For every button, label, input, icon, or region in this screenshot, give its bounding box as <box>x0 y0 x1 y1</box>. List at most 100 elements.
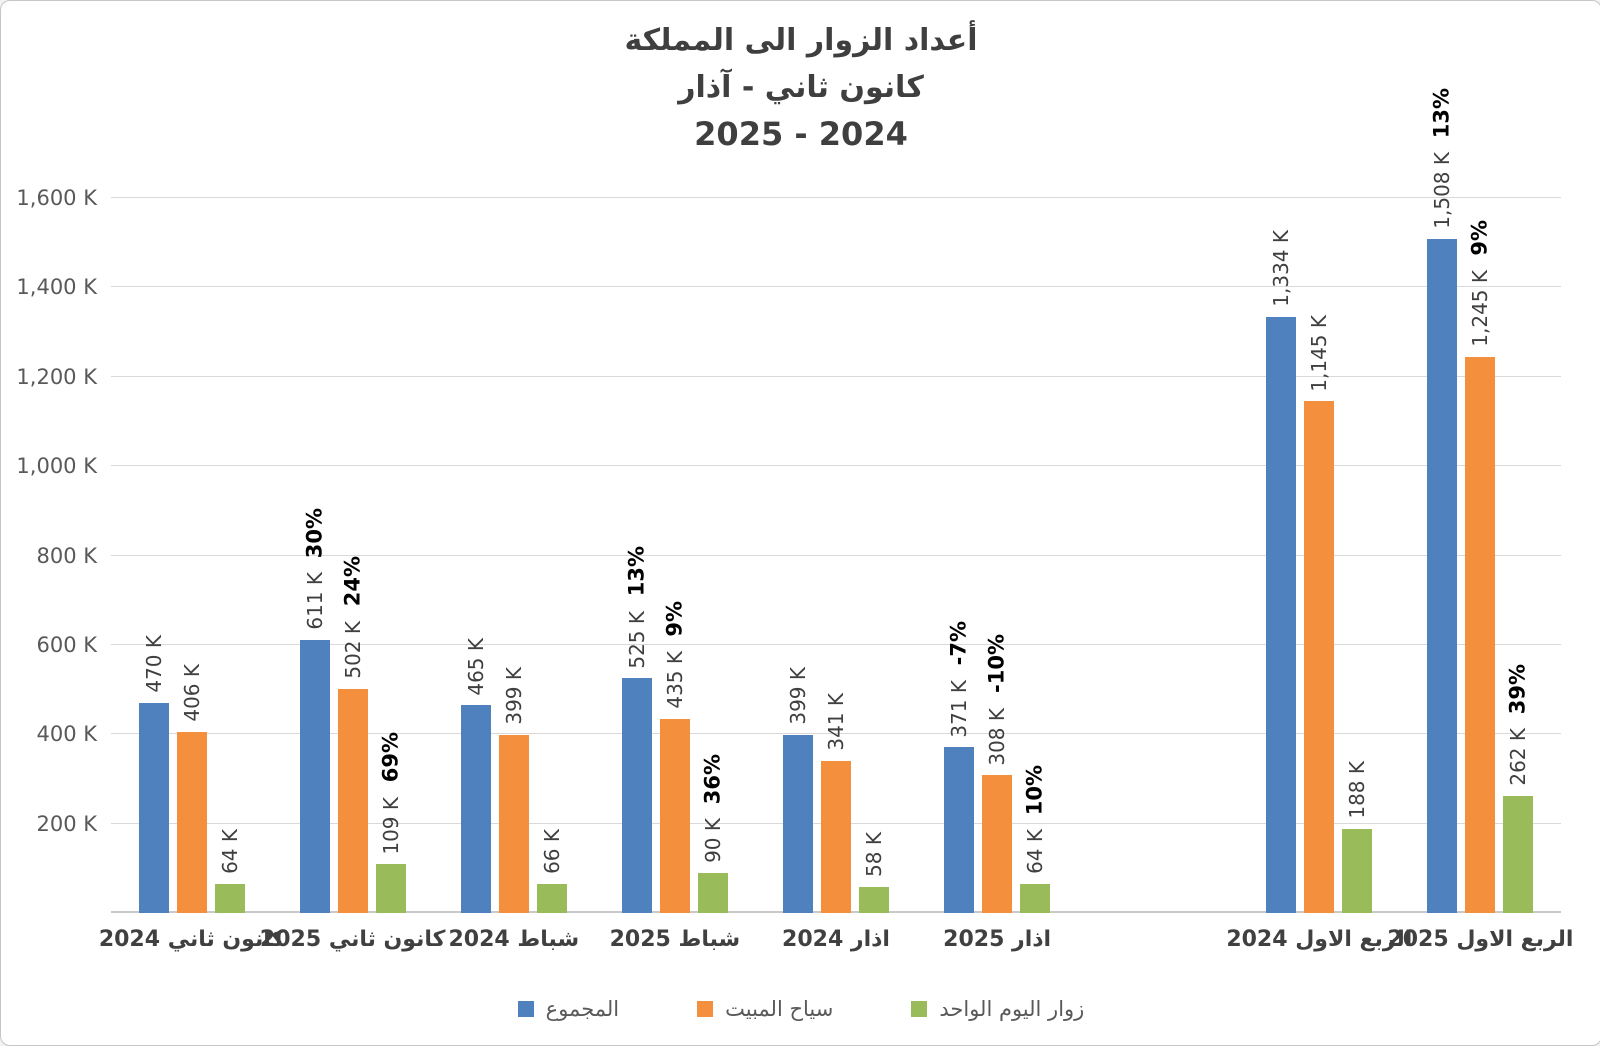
bar-overnight-1 <box>337 688 368 913</box>
value-label: 1,334 K <box>1269 230 1294 307</box>
legend-label-total: المجموع <box>545 997 620 1021</box>
percent-change-label: 39% <box>1505 663 1530 714</box>
percent-change-label: 10% <box>1022 765 1047 816</box>
gridline <box>111 286 1561 288</box>
x-axis-label: الربع الاول 2024 <box>1226 927 1413 952</box>
bar-slot: 399 K <box>498 198 529 913</box>
value-label: 435 K <box>662 650 687 709</box>
value-label: 1,145 K <box>1307 314 1332 392</box>
bar-group: 465 K 399 K 66 K <box>460 198 567 913</box>
value-label: 90 K <box>700 817 725 863</box>
value-label: 188 K <box>1345 761 1370 819</box>
bar-slot: 64 K <box>214 198 245 913</box>
bar-group: 1,508 K 13% 1,245 K 9% 262 K 39% <box>1427 88 1534 913</box>
bar-total-1 <box>299 639 330 913</box>
value-label: 371 K <box>947 679 972 738</box>
bar-slot: 109 K 69% <box>375 198 406 913</box>
legend-item-overnight: سياح المبيت <box>697 997 833 1021</box>
bar-slot: 371 K -7% <box>944 198 975 913</box>
gridline <box>111 375 1561 377</box>
value-label: 64 K <box>1023 829 1048 875</box>
chart-title-line2: كانون ثاني - آذار <box>678 70 924 105</box>
category-slot: 399 K 341 K 58 K اذار 2024 <box>755 198 916 952</box>
category-slot: 1,508 K 13% 1,245 K 9% 262 K 39% الربع الاول 2… <box>1387 88 1573 952</box>
x-axis-label: كانون ثاني 2024 <box>98 927 285 952</box>
legend-swatch-total <box>517 1001 534 1017</box>
y-axis-tick-label: 400 K <box>36 722 97 747</box>
bar-day-visitor-4 <box>858 887 889 913</box>
value-label: 262 K <box>1506 728 1531 786</box>
legend-swatch-day-visitor <box>911 1001 928 1017</box>
percent-change-label: 9% <box>662 600 687 637</box>
x-axis-label: الربع الاول 2025 <box>1387 927 1574 952</box>
bar-overnight-5 <box>982 775 1013 913</box>
percent-change-label: 13% <box>624 546 649 597</box>
gridline <box>111 643 1561 645</box>
bar-day-visitor-2 <box>536 883 567 913</box>
bar-slot: 1,245 K 9% <box>1465 198 1496 913</box>
percent-change-label: -10% <box>984 634 1009 694</box>
bar-slot: 90 K 36% <box>697 198 728 913</box>
bar-total-2 <box>460 705 491 913</box>
bar-total-4 <box>782 734 813 913</box>
x-axis-label: اذار 2024 <box>782 927 890 952</box>
y-axis-tick-label: 1,200 K <box>16 364 97 389</box>
bar-group: 1,334 K 1,145 K 188 K <box>1266 198 1373 913</box>
legend-item-total: المجموع <box>517 997 620 1021</box>
legend-label-overnight: سياح المبيت <box>725 997 834 1021</box>
value-label: 399 K <box>501 667 526 725</box>
category-slot: 470 K 406 K 64 K كانون ثاني 2024 <box>99 198 284 952</box>
value-label: 109 K <box>378 796 403 855</box>
bar-overnight-3 <box>659 718 690 913</box>
y-axis-tick-label: 200 K <box>36 811 97 836</box>
bar-slot: 1,145 K <box>1304 198 1335 913</box>
value-label: 502 K <box>340 621 365 679</box>
bar-slot: 64 K 10% <box>1020 198 1051 913</box>
bar-group: 371 K -7% 308 K -10% 64 K 10% <box>944 198 1051 913</box>
bar-slot: 58 K <box>858 198 889 913</box>
bar-slot: 406 K <box>176 198 207 913</box>
value-label: 308 K <box>985 707 1010 766</box>
value-label: 406 K <box>179 663 204 722</box>
legend: المجموع سياح المبيت زوار اليوم الواحد <box>1 997 1600 1021</box>
y-axis-tick-label: 1,000 K <box>16 454 97 479</box>
bar-group: 611 K 30% 502 K 24% 109 K 69% <box>299 198 406 913</box>
x-axis-label: شباط 2024 <box>448 927 580 952</box>
value-label: 58 K <box>861 832 886 878</box>
gridline <box>111 465 1561 467</box>
bar-total-5 <box>944 747 975 913</box>
y-axis-tick-label: 1,600 K <box>16 186 97 210</box>
bar-group: 399 K 341 K 58 K <box>782 198 889 913</box>
bar-total-8 <box>1427 239 1458 913</box>
chart-title-line1: أعداد الزوار الى المملكة <box>624 23 978 58</box>
x-axis-label: اذار 2025 <box>943 927 1052 952</box>
value-label: 1,508 K <box>1430 152 1455 230</box>
value-label: 1,245 K <box>1468 269 1493 347</box>
value-label: 399 K <box>785 667 810 725</box>
plot-area: 200 K 400 K 600 K 800 K 1,000 K 1,200 K 1,400 … <box>16 88 1573 952</box>
category-slot: 465 K 399 K 66 K شباط 2024 <box>433 198 594 952</box>
gridline <box>111 197 1561 198</box>
bar-slot: 262 K 39% <box>1503 198 1534 913</box>
value-label: 66 K <box>539 828 564 874</box>
value-label: 611 K <box>302 572 327 630</box>
gridline <box>111 554 1561 556</box>
bar-overnight-8 <box>1465 356 1496 913</box>
percent-change-label: 30% <box>302 507 327 558</box>
percent-change-label: 13% <box>1429 87 1454 139</box>
y-axis-tick-label: 800 K <box>36 543 97 568</box>
legend-swatch-overnight <box>697 1001 714 1017</box>
spacer-slot <box>1078 198 1239 913</box>
gridline <box>111 733 1561 735</box>
bar-day-visitor-7 <box>1342 829 1373 913</box>
chart-title-line3: 2025 - 2024 <box>694 115 908 153</box>
percent-change-label: 36% <box>700 753 725 804</box>
legend-label-day-visitor: زوار اليوم الواحد <box>939 997 1085 1021</box>
category-slot: 525 K 13% 435 K 9% 90 K 36% شباط 2025 <box>594 198 755 952</box>
value-label: 341 K <box>823 692 848 751</box>
bar-day-visitor-3 <box>697 872 728 913</box>
bar-slot: 308 K -10% <box>982 198 1013 913</box>
value-label: 465 K <box>463 637 488 696</box>
value-label: 525 K <box>624 610 649 669</box>
